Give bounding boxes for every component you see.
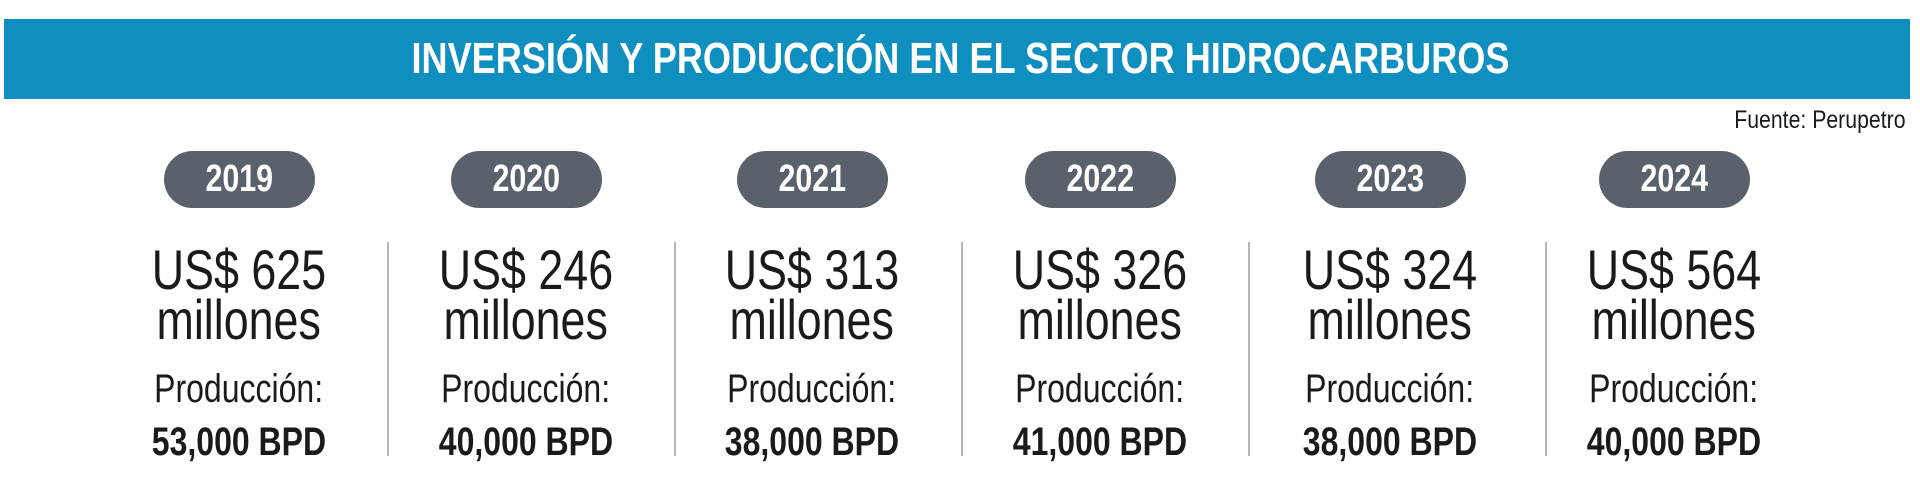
year-pill-text: 2021 <box>778 158 846 200</box>
divider <box>961 242 963 456</box>
production-value: 38,000 BPD <box>672 420 952 465</box>
year-pill: 2023 <box>1314 151 1466 208</box>
production-label-text: Producción: <box>1589 367 1759 411</box>
investment-unit: millones <box>99 288 379 351</box>
production-label: Producción: <box>99 367 379 412</box>
year-column: 2023 US$ 324 millones Producción: 38,000 BPD <box>1250 151 1530 465</box>
investment-text: US$ 326 <box>1012 238 1188 301</box>
production-value: 41,000 BPD <box>960 420 1240 465</box>
header-band <box>4 19 1910 99</box>
divider <box>1248 242 1250 456</box>
production-label: Producción: <box>672 367 952 412</box>
production-value: 38,000 BPD <box>1250 420 1530 465</box>
year-column: 2021 US$ 313 millones Producción: 38,000 BPD <box>672 151 952 465</box>
production-label-text: Producción: <box>441 367 611 411</box>
investment: US$ 324 <box>1250 238 1530 301</box>
investment-text: US$ 625 <box>151 238 327 301</box>
title-text: INVERSIÓN Y PRODUCCIÓN EN EL SECTOR HIDR… <box>411 34 1509 83</box>
production-value-text: 41,000 BPD <box>1012 420 1188 464</box>
production-value-text: 38,000 BPD <box>724 420 900 464</box>
production-label-text: Producción: <box>1305 367 1475 411</box>
investment: US$ 313 <box>672 238 952 301</box>
divider <box>1545 242 1547 456</box>
year-column: 2020 US$ 246 millones Producción: 40,000 BPD <box>386 151 666 465</box>
year-pill-text: 2023 <box>1356 158 1424 200</box>
production-value-text: 38,000 BPD <box>1302 420 1478 464</box>
year-pill: 2021 <box>736 151 888 208</box>
divider <box>674 242 676 456</box>
investment: US$ 246 <box>386 238 666 301</box>
production-label: Producción: <box>1250 367 1530 412</box>
production-label: Producción: <box>1534 367 1814 412</box>
title: INVERSIÓN Y PRODUCCIÓN EN EL SECTOR HIDR… <box>0 19 1920 99</box>
investment-unit-text: millones <box>1307 288 1473 351</box>
investment: US$ 625 <box>99 238 379 301</box>
investment-unit: millones <box>1250 288 1530 351</box>
investment-text: US$ 313 <box>724 238 900 301</box>
source-text: Fuente: Perupetro <box>1734 106 1906 134</box>
production-value: 40,000 BPD <box>386 420 666 465</box>
year-pill: 2019 <box>163 151 315 208</box>
year-pill-text: 2020 <box>492 158 560 200</box>
year-pill-text: 2024 <box>1640 158 1708 200</box>
year-pill: 2024 <box>1598 151 1750 208</box>
investment-unit-text: millones <box>443 288 609 351</box>
production-value-text: 40,000 BPD <box>438 420 614 464</box>
production-value-text: 53,000 BPD <box>151 420 327 464</box>
divider <box>387 242 389 456</box>
investment-text: US$ 324 <box>1302 238 1478 301</box>
investment-unit-text: millones <box>156 288 322 351</box>
year-pill-text: 2022 <box>1066 158 1134 200</box>
investment: US$ 564 <box>1534 238 1814 301</box>
production-label: Producción: <box>960 367 1240 412</box>
production-label-text: Producción: <box>727 367 897 411</box>
investment-unit-text: millones <box>1591 288 1757 351</box>
year-pill-text: 2019 <box>205 158 273 200</box>
investment-text: US$ 246 <box>438 238 614 301</box>
year-column: 2022 US$ 326 millones Producción: 41,000 BPD <box>960 151 1240 465</box>
production-value-text: 40,000 BPD <box>1586 420 1762 464</box>
investment: US$ 326 <box>960 238 1240 301</box>
investment-unit-text: millones <box>1017 288 1183 351</box>
investment-unit: millones <box>1534 288 1814 351</box>
production-value: 53,000 BPD <box>99 420 379 465</box>
production-label-text: Producción: <box>1015 367 1185 411</box>
year-pill: 2020 <box>450 151 602 208</box>
investment-unit: millones <box>672 288 952 351</box>
production-label: Producción: <box>386 367 666 412</box>
investment-text: US$ 564 <box>1586 238 1762 301</box>
production-value: 40,000 BPD <box>1534 420 1814 465</box>
source: Fuente: Perupetro <box>1704 106 1906 135</box>
investment-unit-text: millones <box>729 288 895 351</box>
investment-unit: millones <box>386 288 666 351</box>
year-column: 2019 US$ 625 millones Producción: 53,000 BPD <box>99 151 379 465</box>
year-column: 2024 US$ 564 millones Producción: 40,000 BPD <box>1534 151 1814 465</box>
year-pill: 2022 <box>1024 151 1176 208</box>
investment-unit: millones <box>960 288 1240 351</box>
production-label-text: Producción: <box>154 367 324 411</box>
